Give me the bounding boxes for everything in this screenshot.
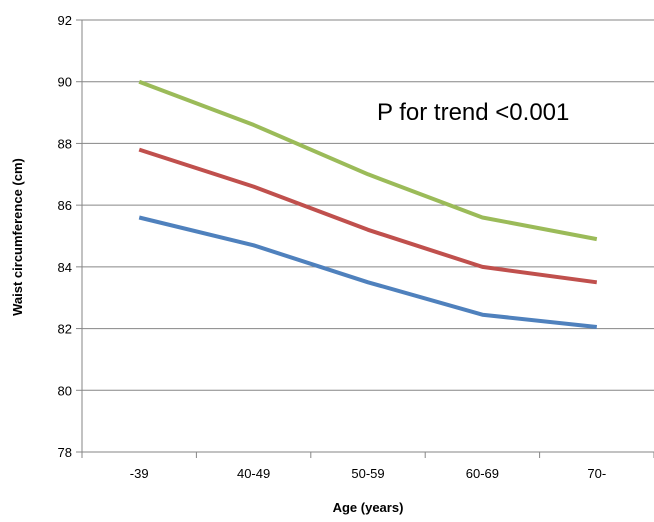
y-tick-label: 86 (58, 198, 72, 213)
y-tick-label: 78 (58, 445, 72, 460)
x-tick-label: 40-49 (237, 466, 270, 481)
x-tick-label: -39 (130, 466, 149, 481)
trend-annotation: P for trend <0.001 (377, 99, 569, 126)
series-line-1 (138, 79, 598, 242)
y-tick-label: 92 (58, 13, 72, 28)
x-tick-label: 60-69 (466, 466, 499, 481)
series-line-2 (138, 147, 598, 285)
y-tick-label: 80 (58, 383, 72, 398)
x-tick-label: 70- (587, 466, 606, 481)
series-line-3 (138, 215, 598, 329)
y-tick-label: 82 (58, 322, 72, 337)
y-tick-label: 88 (58, 136, 72, 151)
series-lines (138, 79, 598, 329)
y-axis-title: Waist circumference (cm) (10, 158, 25, 316)
gridlines (82, 19, 654, 391)
y-tick-label: 84 (58, 260, 72, 275)
axes (76, 19, 654, 458)
x-tick-label: 50-59 (351, 466, 384, 481)
tick-labels: 78 80 82 84 86 88 90 92 -39 40-49 50-59 60-69 70- (58, 13, 607, 481)
y-tick-label: 90 (58, 75, 72, 90)
x-axis-title: Age (years) (333, 500, 404, 515)
